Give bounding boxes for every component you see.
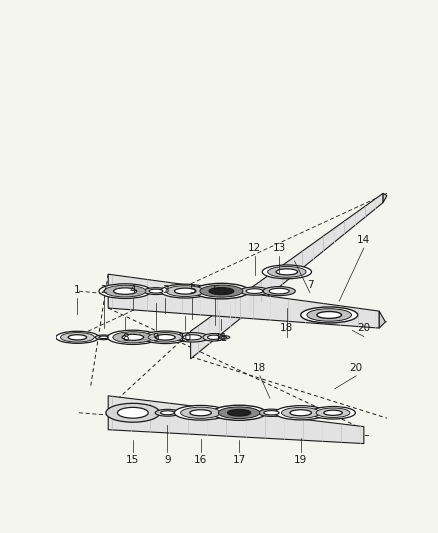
- Ellipse shape: [99, 284, 151, 298]
- Text: 7: 7: [307, 280, 313, 289]
- Ellipse shape: [183, 335, 201, 340]
- Ellipse shape: [180, 407, 221, 418]
- Ellipse shape: [107, 330, 158, 344]
- Ellipse shape: [263, 287, 295, 296]
- Text: 16: 16: [194, 455, 207, 465]
- Ellipse shape: [104, 285, 146, 297]
- Ellipse shape: [106, 403, 160, 422]
- Ellipse shape: [144, 288, 168, 295]
- Ellipse shape: [246, 289, 263, 294]
- Ellipse shape: [99, 336, 108, 338]
- Ellipse shape: [203, 334, 224, 341]
- Ellipse shape: [240, 287, 269, 295]
- Ellipse shape: [301, 307, 358, 323]
- Text: 19: 19: [294, 455, 307, 465]
- Polygon shape: [108, 396, 364, 443]
- Ellipse shape: [209, 288, 234, 295]
- Ellipse shape: [221, 336, 227, 338]
- Ellipse shape: [161, 411, 174, 415]
- Ellipse shape: [264, 410, 279, 415]
- Ellipse shape: [282, 407, 320, 418]
- Ellipse shape: [262, 265, 311, 279]
- Ellipse shape: [117, 407, 148, 418]
- Text: 8: 8: [122, 334, 128, 343]
- Ellipse shape: [56, 332, 99, 343]
- Ellipse shape: [276, 406, 326, 420]
- Ellipse shape: [155, 335, 175, 340]
- Ellipse shape: [290, 410, 311, 416]
- Text: 1: 1: [74, 285, 81, 295]
- Ellipse shape: [228, 409, 251, 416]
- Text: 4: 4: [130, 285, 136, 295]
- Text: 18: 18: [253, 363, 266, 373]
- Ellipse shape: [95, 335, 112, 340]
- Ellipse shape: [149, 289, 163, 293]
- Ellipse shape: [143, 331, 187, 344]
- Text: 18: 18: [280, 324, 293, 334]
- Text: 17: 17: [233, 455, 246, 465]
- Ellipse shape: [218, 336, 230, 339]
- Ellipse shape: [60, 333, 94, 342]
- Ellipse shape: [269, 288, 289, 294]
- Ellipse shape: [258, 409, 285, 416]
- Ellipse shape: [200, 285, 243, 297]
- Text: 10: 10: [179, 334, 192, 343]
- Text: 20: 20: [357, 324, 371, 334]
- Ellipse shape: [317, 311, 342, 318]
- Text: 13: 13: [272, 243, 286, 253]
- Ellipse shape: [148, 333, 182, 342]
- Ellipse shape: [324, 410, 342, 415]
- Polygon shape: [379, 311, 385, 328]
- Ellipse shape: [212, 405, 266, 421]
- Text: 12: 12: [248, 243, 261, 253]
- Ellipse shape: [218, 407, 260, 418]
- Ellipse shape: [175, 333, 209, 342]
- Text: 11: 11: [215, 334, 228, 343]
- Text: 6: 6: [212, 285, 219, 295]
- Ellipse shape: [190, 410, 212, 416]
- Polygon shape: [191, 193, 383, 359]
- Ellipse shape: [174, 288, 196, 294]
- Ellipse shape: [268, 266, 306, 277]
- Ellipse shape: [113, 332, 153, 343]
- Polygon shape: [383, 193, 387, 203]
- Text: 3: 3: [162, 285, 169, 295]
- Ellipse shape: [208, 335, 220, 340]
- Ellipse shape: [155, 409, 180, 416]
- Ellipse shape: [194, 284, 249, 299]
- Text: 14: 14: [357, 235, 371, 245]
- Text: 20: 20: [350, 363, 363, 373]
- Text: 2: 2: [100, 285, 107, 295]
- Ellipse shape: [174, 406, 227, 420]
- Ellipse shape: [316, 408, 350, 417]
- Ellipse shape: [113, 288, 137, 294]
- Ellipse shape: [122, 334, 144, 341]
- Ellipse shape: [276, 269, 298, 275]
- Text: 9: 9: [164, 455, 171, 465]
- Text: 9: 9: [152, 334, 159, 343]
- Ellipse shape: [166, 286, 205, 296]
- Ellipse shape: [311, 407, 355, 419]
- Ellipse shape: [307, 309, 352, 321]
- Ellipse shape: [161, 284, 210, 298]
- Text: 5: 5: [189, 285, 195, 295]
- Polygon shape: [108, 274, 379, 328]
- Ellipse shape: [68, 335, 87, 340]
- Text: 15: 15: [126, 455, 139, 465]
